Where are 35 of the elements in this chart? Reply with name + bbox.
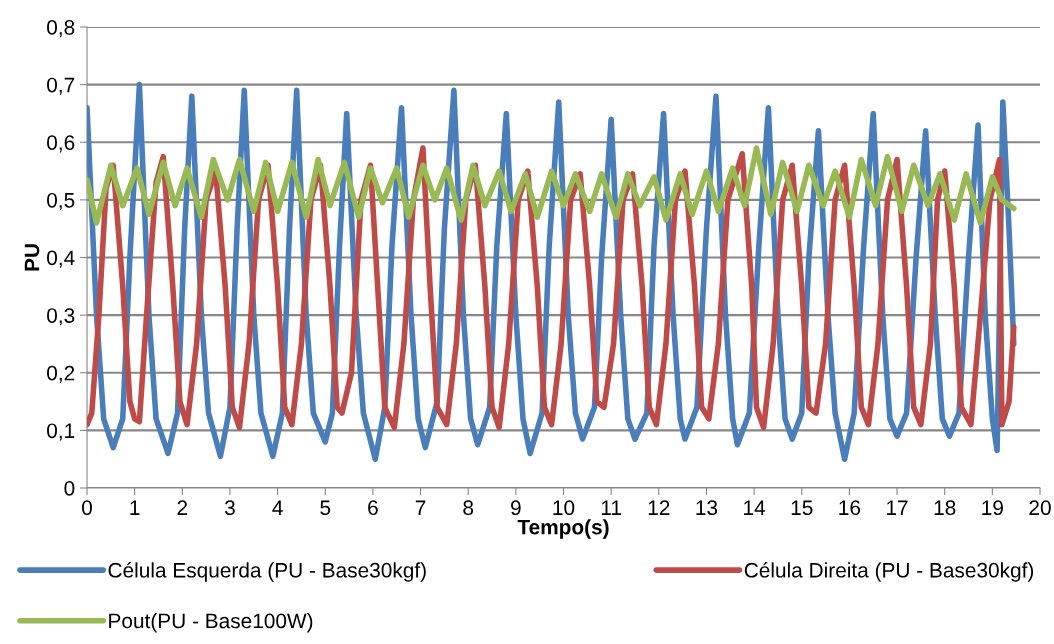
legend-label: Célula Direita (PU - Base30kgf) [744, 562, 1034, 582]
x-tick-label: 20 [1029, 500, 1051, 516]
x-tick-label: 19 [982, 500, 1003, 516]
x-tick-label: 5 [320, 500, 331, 516]
y-tick-label: 0,7 [47, 77, 75, 95]
y-tick-label: 0,2 [47, 365, 75, 383]
legend-label: Célula Esquerda (PU - Base30kgf) [108, 562, 426, 582]
x-tick-label: 15 [791, 500, 813, 516]
x-tick-label: 11 [601, 500, 621, 515]
y-tick-label: 0,1 [47, 423, 75, 441]
y-tick-label: 0,6 [47, 135, 75, 153]
x-tick-label: 18 [934, 500, 956, 516]
y-axis-title: PU [24, 244, 40, 271]
x-tick-label: 14 [744, 500, 766, 515]
y-tick-label: 0,8 [47, 20, 75, 38]
x-tick-label: 6 [368, 500, 378, 516]
x-tick-label: 3 [224, 500, 235, 516]
y-tick-label: 0,5 [47, 192, 75, 211]
x-tick-label: 16 [839, 500, 861, 516]
x-tick-label: 7 [415, 500, 426, 515]
x-axis-title: Tempo(s) [517, 519, 609, 539]
x-tick-label: 1 [130, 500, 140, 515]
legend-label: Pout(PU - Base100W) [109, 612, 313, 633]
x-tick-label: 10 [553, 500, 575, 516]
y-tick-label: 0,3 [47, 308, 75, 326]
x-tick-label: 2 [177, 500, 188, 515]
x-tick-label: 17 [887, 500, 908, 515]
y-tick-label: 0 [64, 481, 75, 496]
x-tick-label: 8 [463, 500, 474, 516]
x-tick-label: 12 [648, 500, 670, 515]
x-tick-label: 9 [511, 500, 521, 516]
x-tick-label: 13 [696, 500, 718, 516]
y-tick-label: 0,4 [47, 250, 75, 268]
x-tick-label: 0 [82, 500, 92, 516]
x-tick-label: 4 [272, 500, 283, 515]
